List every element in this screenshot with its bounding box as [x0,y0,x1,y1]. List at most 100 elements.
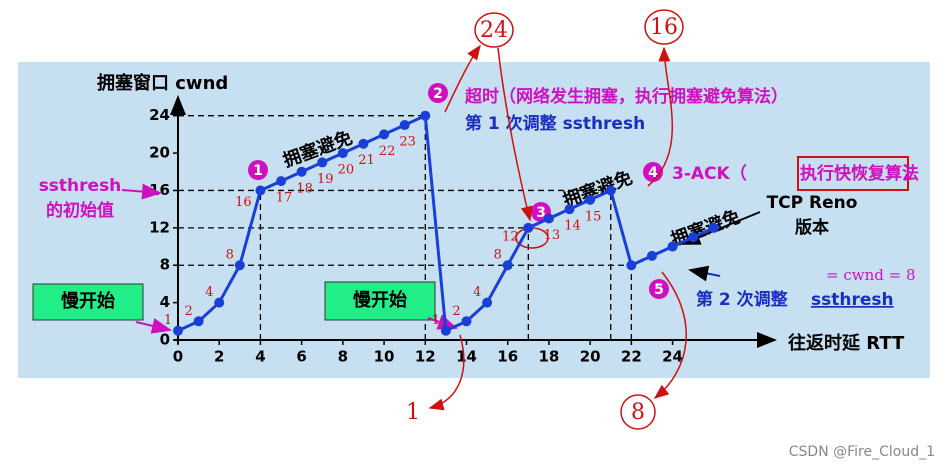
arrow [427,314,458,330]
point [585,194,596,205]
data-label: 4 [205,285,213,300]
data-label: 18 [296,181,313,196]
data-label: 14 [564,219,581,234]
annotation: TCP Reno [767,193,858,213]
y-tick-label: 0 [160,331,170,349]
red-annotations [428,9,687,430]
x-tick-label: 0 [173,348,183,366]
point [234,260,245,271]
point [193,316,204,327]
point [214,297,225,308]
data-label: 17 [276,191,293,206]
x-tick-label: 2 [214,348,224,366]
y-axis-label: 拥塞窗口 cwnd [97,72,228,94]
point [688,232,699,243]
marker-label: 4 [648,165,658,181]
point [440,325,451,336]
watermark: CSDN @Fire_Cloud_1 [789,444,935,460]
reference-lines [178,115,633,340]
x-tick-label: 4 [255,348,265,366]
data-label: 21 [358,153,375,168]
point [708,222,719,233]
arrow [688,265,721,282]
point [296,166,307,177]
x-tick-label: 22 [621,348,642,366]
annotation: 执行快恢复算法 [800,163,919,184]
point [317,157,328,168]
point [626,260,637,271]
highlight-box [797,156,909,191]
annotation: 版本 [795,217,829,238]
y-tick-label: 20 [149,144,170,162]
y-tick-label: 16 [149,181,170,199]
data-label: 12 [502,229,519,244]
marker-label: 3 [536,205,546,221]
x-tick-label: 14 [456,348,477,366]
annotation: ssthresh [39,176,122,196]
label-box [32,283,144,321]
point [502,260,513,271]
x-tick-label: 8 [338,348,348,366]
circled-number: 8 [631,400,645,425]
data-label: 16 [235,195,252,210]
data-label: 13 [544,228,561,243]
annotation: ssthresh [811,290,894,310]
data-label: 4 [473,285,481,300]
point [255,185,266,196]
annotation: 的初始值 [46,200,114,221]
data-label: 22 [379,144,396,159]
point [420,110,431,121]
point [646,250,657,261]
y-tick-label: 4 [160,293,170,311]
x-axis-label: 往返时延 RTT [788,332,905,354]
x-tick-label: 6 [296,348,306,366]
point [461,316,472,327]
point [379,129,390,140]
data-label: 8 [226,248,234,263]
label-box [324,281,436,321]
annotation: 3-ACK（ [672,163,747,184]
data-label: 8 [494,248,502,263]
point [358,138,369,149]
point [337,148,348,159]
annotation: = cwnd = 8 [826,266,916,284]
point [667,241,678,252]
x-tick-label: 16 [497,348,518,366]
y-tick-label: 8 [160,256,170,274]
marker-label: 5 [654,282,664,298]
data-label: 2 [184,304,192,319]
point [399,120,410,131]
annotation: 超时（网络发生拥塞，执行拥塞避免算法） [465,86,788,107]
data-label: 15 [585,209,602,224]
marker-label: 2 [433,86,443,102]
circled-number: 1 [406,400,420,425]
marker-label: 1 [253,163,263,179]
x-tick-label: 20 [580,348,601,366]
point [564,204,575,215]
data-label: 23 [399,135,416,150]
y-tick-label: 12 [149,218,170,236]
x-tick-label: 18 [538,348,559,366]
annotation: 第 2 次调整 [696,289,788,310]
circled-number: 24 [480,18,508,43]
point [543,213,554,224]
circled-number: 16 [650,15,678,40]
point [276,176,287,187]
point [173,325,183,336]
arrow [121,183,162,200]
annotation: 慢开始 [353,289,407,311]
point [482,297,493,308]
annotation: ） [904,163,921,184]
data-label: 1 [432,313,440,328]
data-label: 19 [317,172,334,187]
point [605,185,616,196]
y-tick-label: 24 [149,106,170,124]
x-tick-label: 10 [374,348,395,366]
annotation: 慢开始 [61,290,115,312]
point [523,222,534,233]
data-label: 1 [164,313,172,328]
data-label: 2 [452,304,460,319]
